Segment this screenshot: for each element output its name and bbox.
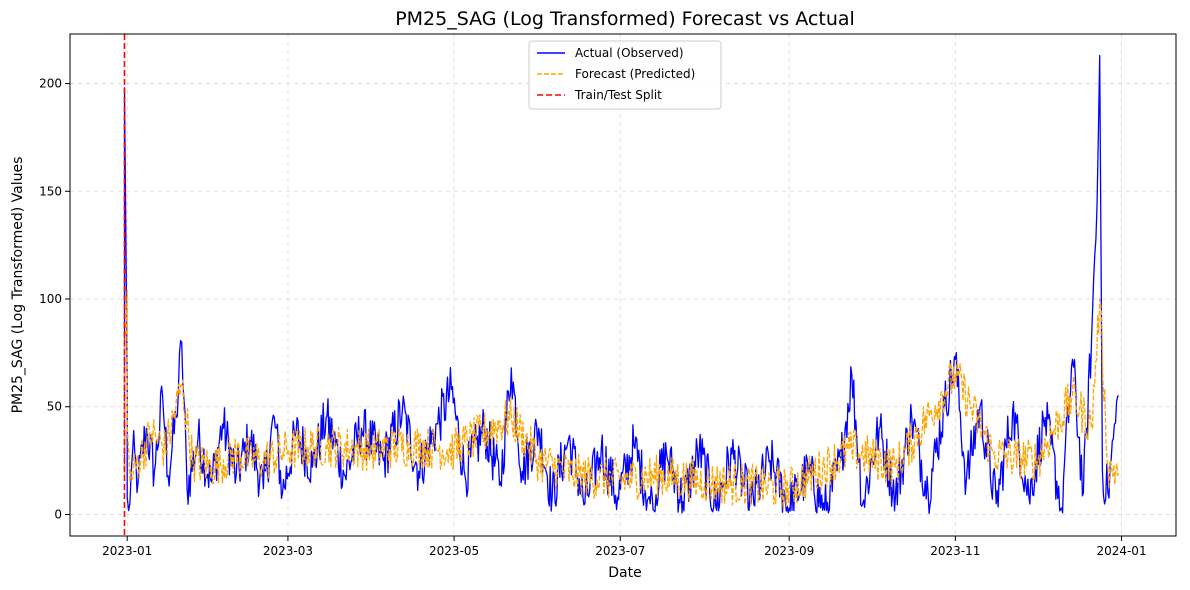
x-tick-label: 2023-09 [764, 544, 814, 558]
chart-title: PM25_SAG (Log Transformed) Forecast vs A… [395, 8, 855, 30]
legend-box [528, 40, 722, 110]
x-tick-label: 2023-05 [429, 544, 479, 558]
x-axis: 2023-01 2023-03 2023-05 2023-07 2023-09 2023-… [102, 536, 1147, 558]
y-tick-label: 100 [39, 292, 62, 306]
legend: Actual (Observed) Forecast (Predicted) Tra… [528, 40, 722, 110]
x-tick-label: 2023-03 [263, 544, 313, 558]
y-tick-label: 0 [54, 507, 62, 521]
x-tick-label: 2023-11 [930, 544, 980, 558]
legend-label-actual: Actual (Observed) [575, 46, 684, 60]
y-tick-label: 200 [39, 77, 62, 91]
y-tick-label: 50 [47, 400, 62, 414]
legend-label-split: Train/Test Split [574, 88, 662, 102]
y-axis: 0 50 100 150 200 [39, 77, 70, 521]
plot-frame [69, 33, 1177, 537]
x-tick-label: 2024-01 [1096, 544, 1146, 558]
y-axis-label: PM25_SAG (Log Transformed) Values [10, 157, 26, 414]
x-tick-label: 2023-07 [595, 544, 645, 558]
x-axis-label: Date [608, 565, 641, 581]
series-line-forecast [123, 289, 1120, 510]
grid [70, 34, 1176, 536]
legend-label-forecast: Forecast (Predicted) [575, 67, 695, 81]
plot-area [123, 34, 1120, 536]
x-tick-label: 2023-01 [102, 544, 152, 558]
y-tick-label: 150 [39, 184, 62, 198]
